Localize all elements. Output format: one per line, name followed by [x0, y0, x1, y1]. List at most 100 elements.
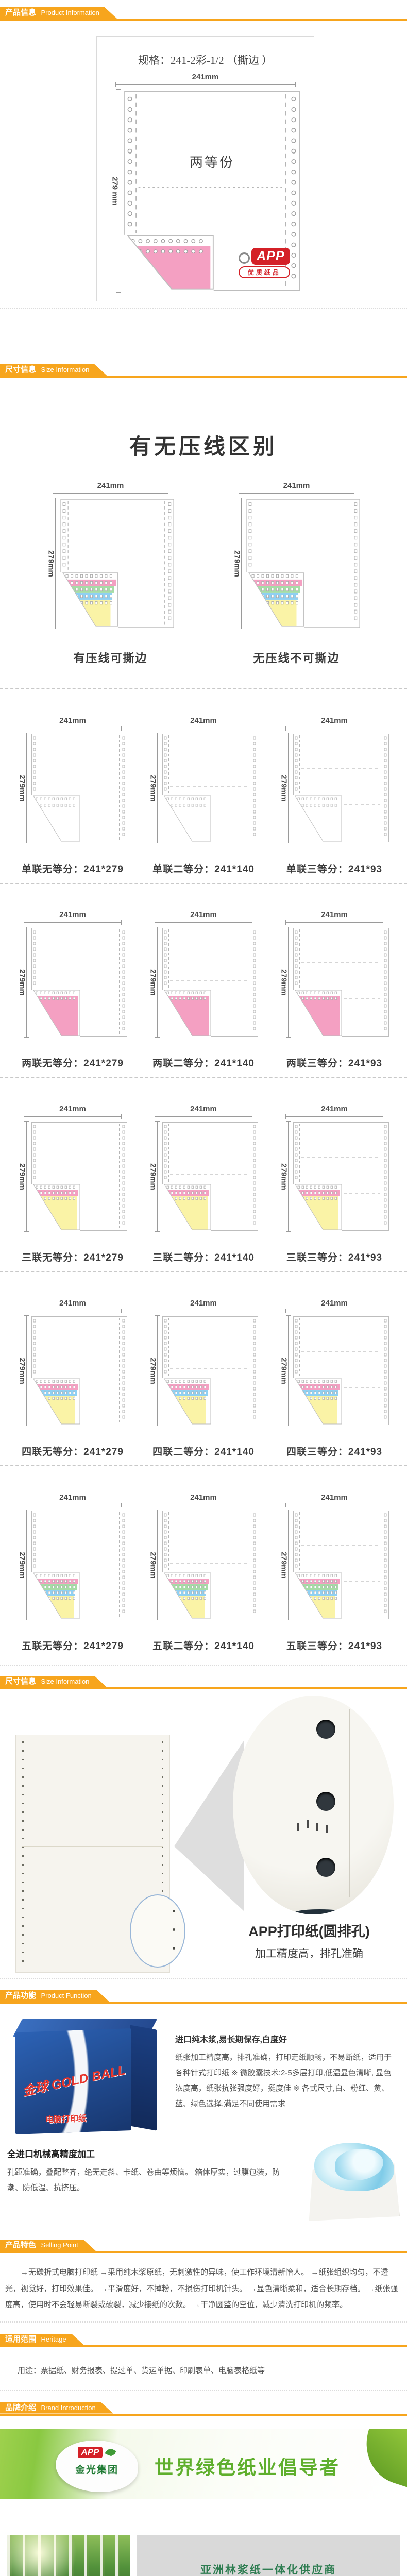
- size-caption: 单联无等分：241*279: [22, 864, 124, 875]
- banner-label-zh: 产品特色: [5, 2241, 37, 2249]
- dimension-line: [155, 1114, 252, 1119]
- size-grid-cell: 241mm 279mm 三联三等分：241*93: [279, 1105, 390, 1264]
- width-label: 241mm: [190, 1299, 217, 1308]
- width-dimension: 241mm: [285, 1299, 383, 1313]
- size-grid-cell: 241mm 279mm 四联二等分：241*140: [148, 1299, 259, 1458]
- width-dimension: 241mm: [155, 1105, 252, 1119]
- height-dimension: 279mm: [148, 1315, 161, 1426]
- paper-edge-line: [348, 1708, 350, 1897]
- divider: [0, 2389, 407, 2391]
- brand-slogan: 世界绿色纸业倡导者: [155, 2456, 340, 2478]
- dimension-line: [285, 726, 383, 731]
- wrapped-box-image: [307, 2143, 400, 2221]
- width-label: 241mm: [59, 1299, 86, 1308]
- height-dimension: 279mm: [279, 1510, 292, 1620]
- height-dimension: 279mm: [279, 927, 292, 1038]
- width-dimension: 241mm: [155, 910, 252, 925]
- dimension-line: [24, 1315, 29, 1426]
- dimension-line: [286, 1315, 291, 1426]
- crease-compare-item: 241mm 279mm 无压线不可撕边: [232, 481, 361, 666]
- height-dimension: 279mm: [17, 1510, 30, 1620]
- height-dimension: 279mm: [279, 1315, 292, 1426]
- size-grid-cell: 241mm 279mm 三联无等分：241*279: [17, 1105, 128, 1264]
- dimension-line: [53, 491, 168, 496]
- banner-label-en: Heritage: [41, 2335, 66, 2343]
- dimension-line: [286, 1510, 291, 1620]
- brand-slogan-banner: APP 金光集团 世界绿色纸业倡导者: [0, 2429, 407, 2499]
- size-caption: 三联二等分：241*140: [152, 1252, 255, 1263]
- perforation-tick: [297, 1822, 299, 1831]
- banner-label-zh: 尺寸信息: [5, 365, 37, 374]
- width-dimension: 241mm: [285, 716, 383, 731]
- banner-label-en: Brand Introduction: [41, 2403, 96, 2412]
- height-label: 279mm: [279, 1551, 289, 1579]
- brand-group-name: 金光集团: [75, 2464, 118, 2476]
- banner-block: 产品信息 Product Information: [0, 7, 117, 19]
- compare-caption: 无压线不可撕边: [253, 652, 340, 665]
- paper-diagram-svg: [292, 733, 390, 846]
- banner-label-zh: 品牌介绍: [5, 2403, 37, 2412]
- dimension-line: [155, 726, 252, 731]
- crease-compare-row: 241mm 279mm 有压线可撕边 241mm 279mm 无压线不可撕边: [0, 481, 407, 666]
- punch-hole: [316, 1719, 336, 1739]
- banner-label-zh: 产品信息: [5, 8, 37, 17]
- spec-part-label: 两等份: [189, 155, 234, 171]
- perforation-tick: [326, 1824, 328, 1833]
- width-label: 241mm: [321, 910, 348, 919]
- height-dimension: 279mm: [46, 498, 59, 629]
- compare-caption: 有压线可撕边: [73, 652, 148, 665]
- dimension-line: [24, 733, 29, 843]
- size-caption: 四联无等分：241*279: [22, 1447, 124, 1458]
- dimension-line: [286, 733, 291, 843]
- paper-diagram-svg: [122, 91, 302, 295]
- size-grid-row-四联: 241mm 279mm 四联无等分：241*279 241mm 279mm 四联…: [0, 1299, 407, 1458]
- width-label: 241mm: [190, 910, 217, 919]
- selling-point-text: →无碳折式电脑打印纸 →采用纯木浆原纸，无刺激性的异味，使工作环境清新怡人。 →…: [5, 2268, 398, 2309]
- size-grid-cell: 241mm 279mm 两联二等分：241*140: [148, 910, 259, 1070]
- height-dimension: 279mm: [279, 1121, 292, 1232]
- divider: [0, 1665, 407, 1666]
- function-body: 纸张加工精度高，排孔准确，打印走纸顺畅，不易断纸，适用于各种针式打印纸 ※ 微胶…: [175, 2053, 392, 2108]
- round-hole-text: APP打印纸(圆排孔) 加工精度高，排孔准确: [216, 1920, 402, 1961]
- width-dimension: 241mm: [285, 1105, 383, 1119]
- dimension-line: [155, 920, 252, 925]
- divider: [0, 1978, 407, 1979]
- product-detail-page: 产品信息 Product Information 规格：241-2彩-1/2 （…: [0, 7, 407, 2576]
- spec-figure: 规格：241-2彩-1/2 （撕边 ） 241mm 279 mm 两等份 APP…: [96, 36, 314, 301]
- machining-lead: 全进口机械高精度加工: [7, 2149, 95, 2159]
- paper-diagram-svg: [161, 927, 259, 1040]
- dimension-line: [155, 927, 160, 1038]
- paper-diagram-svg: [59, 498, 175, 632]
- size-grid-cell: 241mm 279mm 四联无等分：241*279: [17, 1299, 128, 1458]
- dimension-line: [285, 1309, 383, 1313]
- height-label: 279mm: [232, 550, 242, 577]
- dimension-line: [155, 1315, 160, 1426]
- brand-claim-box: 亚洲林浆纸一体化供应商: [137, 2534, 400, 2576]
- machining-body: 孔距准确，叠配整齐，绝无走斜、卡纸、卷曲等烦恼。 箱体厚实，过膜包装，防潮、防低…: [7, 2168, 280, 2192]
- round-hole-subtitle: 加工精度高，排孔准确: [255, 1948, 363, 1960]
- divider: [0, 2321, 407, 2323]
- spec-height-label: 279 mm: [110, 176, 119, 206]
- height-label: 279mm: [18, 1357, 27, 1384]
- dimension-line: [285, 1114, 383, 1119]
- banner-block: 适用范围 Heritage: [0, 2334, 84, 2345]
- banner-label-zh: 尺寸信息: [5, 1677, 37, 1686]
- size-caption: 四联二等分：241*140: [152, 1447, 255, 1458]
- dimension-line: [115, 89, 121, 293]
- width-label: 241mm: [321, 1299, 348, 1308]
- dimension-line: [24, 1510, 29, 1620]
- spec-height-dimension: 279 mm: [109, 89, 122, 293]
- paper-diagram-svg: [292, 1510, 390, 1623]
- magnifier-beam: [174, 1741, 244, 1911]
- paper-diagram-svg: [161, 1315, 259, 1429]
- paper-diagram-svg: [161, 733, 259, 846]
- width-dimension: 241mm: [155, 716, 252, 731]
- banner-label-en: Size Information: [41, 366, 90, 374]
- dimension-line: [155, 1503, 252, 1507]
- section-banner-size-info: 尺寸信息 Size Information: [0, 364, 407, 378]
- dimension-line: [24, 927, 29, 1038]
- photo-shadow-arc: [294, 1909, 346, 1914]
- box-side-face: [130, 2025, 157, 2131]
- size-caption: 五联二等分：241*140: [152, 1641, 255, 1652]
- banner-label-zh: 适用范围: [5, 2334, 37, 2344]
